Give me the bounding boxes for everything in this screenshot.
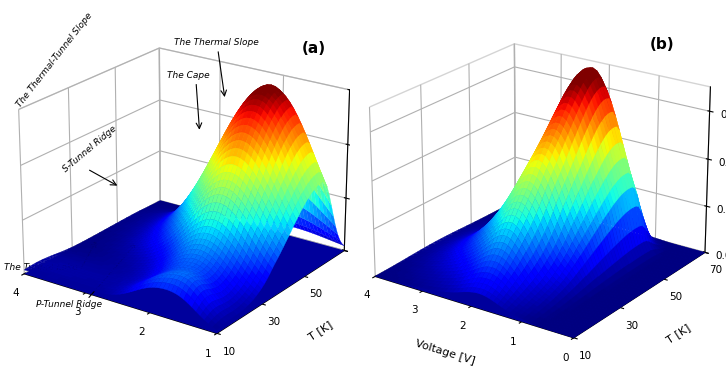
X-axis label: Voltage [V]: Voltage [V] [414, 338, 476, 366]
Text: The Tunnel Lake: The Tunnel Lake [4, 264, 77, 273]
Text: The Thermal-Tunnel Slope: The Thermal-Tunnel Slope [15, 11, 94, 109]
Y-axis label: T [K]: T [K] [306, 319, 334, 342]
Text: The Cape: The Cape [167, 71, 210, 80]
Text: The Thermal Slope: The Thermal Slope [174, 39, 259, 47]
Text: (b): (b) [650, 37, 674, 52]
Y-axis label: T [K]: T [K] [665, 322, 693, 345]
Text: (a): (a) [301, 41, 325, 56]
Text: S-Tunnel Ridge: S-Tunnel Ridge [62, 125, 119, 175]
Text: P-Tunnel Ridge: P-Tunnel Ridge [36, 300, 102, 309]
